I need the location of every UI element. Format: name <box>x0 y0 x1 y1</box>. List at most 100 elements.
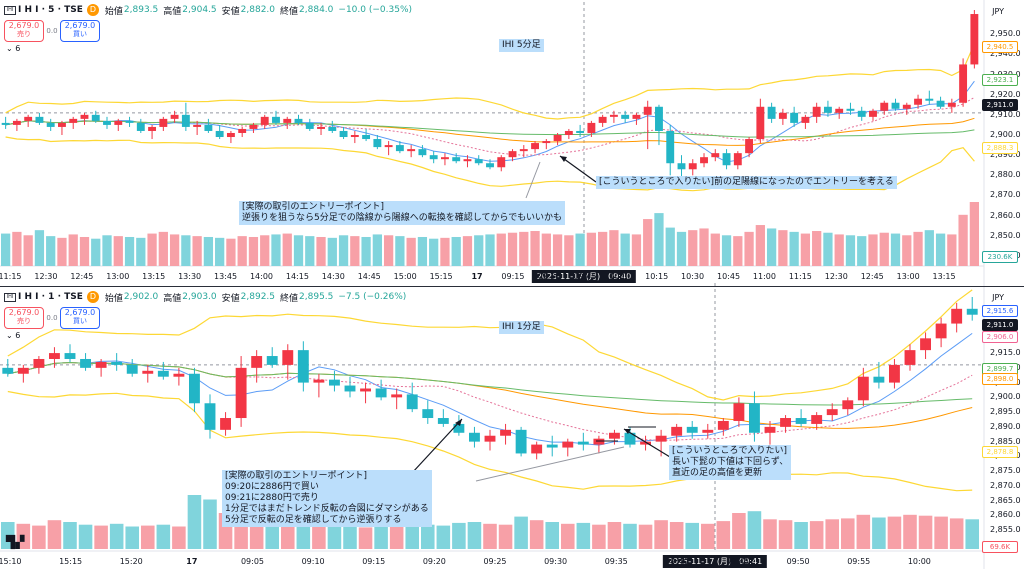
candle-body <box>700 157 708 164</box>
volume-bar <box>91 238 101 266</box>
volume-bar <box>812 231 822 266</box>
candle-body <box>266 356 278 365</box>
candle-body <box>35 116 44 123</box>
time-tick-label: 11:00 <box>752 272 776 281</box>
candle-body <box>344 385 356 392</box>
volume-bar <box>389 526 404 549</box>
volume-bar <box>172 526 186 549</box>
price-tick-label: 2,860.0 <box>990 210 1021 220</box>
candle-body <box>148 126 157 131</box>
volume-bar <box>868 234 878 266</box>
volume-bar <box>248 236 259 266</box>
candle-body <box>857 110 866 117</box>
time-tick-label: 09:40 <box>665 557 689 566</box>
time-tick-label: 10:15 <box>645 272 669 281</box>
volume-bar <box>192 236 202 266</box>
symbol-label[interactable]: I H I · 1 · TSE <box>18 292 83 302</box>
time-tick-label: 09:20 <box>422 557 446 566</box>
chart-pane-5min[interactable]: IHI I H I · 5 · TSE D 始値 2,893.5 高値 2,904.… <box>0 0 1024 286</box>
candle-body <box>515 429 527 454</box>
candle-body <box>655 435 667 442</box>
buy-button[interactable]: 2,679.0 買い <box>60 20 100 42</box>
volume-bar <box>374 525 388 549</box>
time-tick-label: 09:15 <box>501 272 525 281</box>
volume-bar <box>215 237 225 266</box>
low-label: 安値 <box>221 6 240 17</box>
chart-header: I H I · 5 · TSE D 始値 2,893.5 高値 2,904.5 安値… <box>0 0 417 20</box>
volume-bar <box>16 523 31 549</box>
candle-body <box>702 429 714 433</box>
currency-label[interactable]: JPY <box>992 7 1004 16</box>
candle-body <box>632 114 641 119</box>
time-tick-label: 15:20 <box>119 557 143 566</box>
volume-bar <box>934 516 948 549</box>
candle-body <box>46 122 55 127</box>
volume-bar <box>778 230 788 266</box>
price-tick-label: 2,870.0 <box>990 190 1021 200</box>
candle-body <box>452 157 461 162</box>
buy-button[interactable]: 2,679.0 買い <box>60 307 100 329</box>
ma-line-mid <box>7 361 973 441</box>
candle-body <box>226 132 235 138</box>
annotation-entry[interactable]: [実際の取引のエントリーポイント] 09:20に2886円で買い 09:21に2… <box>222 470 432 527</box>
candle-body <box>142 370 154 374</box>
volume-bar <box>305 236 315 266</box>
candle-body <box>711 153 720 158</box>
symbol-label[interactable]: I H I · 5 · TSE <box>18 5 83 15</box>
indicator-collapse-toggle[interactable]: ⌄ 6 <box>6 44 21 53</box>
candle-body <box>159 118 168 127</box>
trade-buttons: 2,679.0 売り 0.0 2,679.0 買い <box>4 307 100 329</box>
chart-pane-1min[interactable]: IHI I H I · 1 · TSE D 始値 2,902.0 高値 2,903.… <box>0 283 1024 569</box>
candle-body <box>441 157 449 160</box>
sell-button[interactable]: 2,679.0 売り <box>4 307 44 329</box>
candle-body <box>272 116 280 123</box>
candle-body <box>69 118 78 123</box>
candle-body <box>790 112 799 123</box>
candle-body <box>880 102 889 111</box>
annotation-want[interactable]: [こういうところで入りたい]前の足陽線になったのでエントリーを考える <box>596 176 897 189</box>
price-tick-label: 2,890.0 <box>990 150 1021 160</box>
pane-divider[interactable] <box>0 286 1024 287</box>
volume-bar <box>395 236 405 266</box>
volume-bar <box>545 522 559 549</box>
price-tag: 69.6K <box>982 541 1018 553</box>
candlestick-chart-1min[interactable] <box>0 283 1024 569</box>
price-tick-label: 2,940.0 <box>990 49 1021 59</box>
volume-bar <box>68 234 78 266</box>
candle-body <box>677 163 686 170</box>
time-tick-label: 12:30 <box>824 272 848 281</box>
volume-bar <box>620 233 630 266</box>
arrow-head <box>455 419 462 426</box>
candle-body <box>553 135 562 142</box>
high-value: 2,903.0 <box>182 292 217 302</box>
flag-icon: IHI <box>4 6 16 15</box>
candle-body <box>49 353 60 359</box>
candle-body <box>722 153 731 166</box>
sell-button[interactable]: 2,679.0 売り <box>4 20 44 42</box>
time-tick-label: 09:05 <box>240 557 265 566</box>
volume-bar <box>669 522 684 549</box>
candle-body <box>593 438 605 445</box>
indicator-collapse-toggle[interactable]: ⌄ 6 <box>6 331 21 340</box>
change-value: −10.0 (−0.35%) <box>338 5 413 15</box>
time-tick-label: 15:15 <box>429 272 453 281</box>
volume-bar <box>809 521 824 549</box>
time-tick-label: 10:30 <box>681 272 705 281</box>
time-tick-label: 09:55 <box>847 557 871 566</box>
candle-body <box>463 159 472 162</box>
candle-body <box>823 106 832 113</box>
close-value: 2,895.5 <box>299 292 334 302</box>
candle-body <box>959 64 968 103</box>
indicator-count: 6 <box>15 44 21 53</box>
price-tick-label: 2,890.0 <box>990 421 1021 431</box>
annotation-entry[interactable]: [実際の取引のエントリーポイント] 逆張りを狙うなら5分足での陰線から陽線への転… <box>239 201 566 225</box>
candle-body <box>297 350 309 383</box>
candle-body <box>891 102 900 109</box>
candle-body <box>80 358 91 368</box>
candle-body <box>391 394 403 398</box>
volume-bar <box>124 236 135 266</box>
volume-bar <box>406 237 416 266</box>
currency-label[interactable]: JPY <box>992 293 1004 302</box>
volume-bar <box>372 234 382 266</box>
annotation-want[interactable]: [こういうところで入りたい] 長い下髭の下値は下回らず、 直近の足の高値を更新 <box>669 445 792 480</box>
